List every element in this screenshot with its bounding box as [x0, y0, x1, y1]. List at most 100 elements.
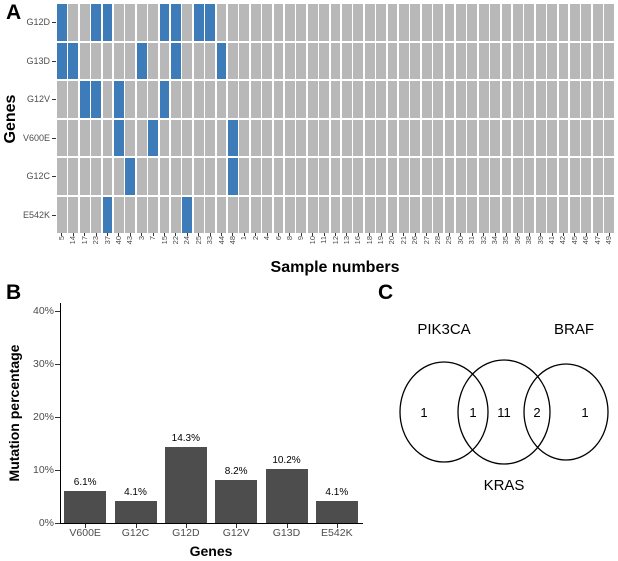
sample-column-label: 22 — [170, 236, 180, 245]
oncoprint-tile — [91, 4, 102, 41]
bar-chart-y-tick-label: 10% — [32, 464, 54, 476]
sample-column-label: 31 — [467, 236, 477, 245]
x-axis-tick — [141, 233, 143, 236]
oncoprint-tile — [205, 119, 216, 156]
bar-chart-x-tick — [286, 524, 288, 528]
oncoprint-tile — [592, 119, 603, 156]
x-axis-tick — [505, 233, 507, 236]
gene-row-label: V600E — [22, 132, 50, 143]
oncoprint-tile — [125, 196, 136, 233]
oncoprint-tile — [91, 42, 102, 79]
oncoprint-tile — [136, 119, 147, 156]
oncoprint-tile — [170, 81, 181, 118]
oncoprint-tile — [376, 119, 387, 156]
oncoprint-tile — [455, 196, 466, 233]
oncoprint-tile — [250, 158, 261, 195]
sample-column-label: 20 — [387, 236, 397, 245]
oncoprint-tile — [353, 42, 364, 79]
x-axis-tick — [72, 233, 74, 236]
oncoprint-tile — [376, 42, 387, 79]
oncoprint-tile — [227, 81, 238, 118]
oncoprint-tile — [182, 42, 193, 79]
sample-column-label: 43 — [125, 236, 135, 245]
oncoprint-tile — [79, 42, 90, 79]
oncoprint-tile — [512, 158, 523, 195]
oncoprint-tile — [421, 119, 432, 156]
x-axis-tick — [255, 233, 257, 236]
oncoprint-tile — [410, 196, 421, 233]
oncoprint-tile — [136, 196, 147, 233]
bar — [265, 468, 308, 523]
oncoprint-tile — [330, 196, 341, 233]
oncoprint-tile — [490, 119, 501, 156]
sample-column-label: 16 — [353, 236, 363, 245]
oncoprint-tile — [216, 119, 227, 156]
oncoprint-tile — [604, 4, 614, 41]
oncoprint-tile — [68, 4, 79, 41]
oncoprint-tile — [376, 196, 387, 233]
bar-category-label: E542K — [321, 527, 353, 539]
oncoprint-tile — [581, 119, 592, 156]
y-axis-tick — [52, 214, 56, 216]
x-axis-tick — [597, 233, 599, 236]
oncoprint-tile — [490, 81, 501, 118]
oncoprint-tile — [159, 196, 170, 233]
oncoprint-tile — [569, 119, 580, 156]
oncoprint-tile — [79, 4, 90, 41]
oncoprint-tile — [216, 42, 227, 79]
oncoprint-tile — [558, 119, 569, 156]
oncoprint-tile — [182, 81, 193, 118]
oncoprint-tile — [398, 119, 409, 156]
oncoprint-tile — [433, 158, 444, 195]
oncoprint-tile — [398, 158, 409, 195]
oncoprint-tile — [182, 196, 193, 233]
oncoprint-tile — [410, 4, 421, 41]
sample-column-label: 27 — [421, 236, 431, 245]
oncoprint-tile — [604, 42, 614, 79]
oncoprint-tile — [341, 196, 352, 233]
oncoprint-tile — [113, 119, 124, 156]
sample-column-label: 44 — [216, 236, 226, 245]
oncoprint-tile — [353, 158, 364, 195]
venn-set-label-pik3ca: PIK3CA — [417, 321, 470, 338]
bar-value-label: 4.1% — [124, 487, 147, 499]
panel-a-letter: A — [6, 1, 22, 24]
oncoprint-tile — [57, 119, 67, 156]
oncoprint-tile — [524, 119, 535, 156]
oncoprint-tile — [113, 42, 124, 79]
oncoprint-tile — [148, 158, 159, 195]
oncoprint-tile — [604, 119, 614, 156]
oncoprint-tile — [558, 4, 569, 41]
oncoprint-tile — [284, 4, 295, 41]
oncoprint-tile — [330, 81, 341, 118]
sample-column-label: 23 — [91, 236, 101, 245]
oncoprint-tile — [364, 196, 375, 233]
oncoprint-tile — [113, 196, 124, 233]
x-axis-tick — [585, 233, 587, 236]
oncoprint-tile — [444, 42, 455, 79]
oncoprint-tile — [79, 119, 90, 156]
sample-column-label: 4 — [262, 236, 272, 241]
oncoprint-tile — [341, 81, 352, 118]
oncoprint-tile — [398, 196, 409, 233]
x-axis-tick — [323, 233, 325, 236]
oncoprint-tile — [307, 119, 318, 156]
oncoprint-tile — [512, 42, 523, 79]
oncoprint-tile — [353, 196, 364, 233]
oncoprint-tile — [364, 119, 375, 156]
oncoprint-tile — [170, 4, 181, 41]
bar-chart-y-tick-label: 0% — [38, 517, 54, 529]
oncoprint-tile — [227, 158, 238, 195]
oncoprint-tile — [410, 81, 421, 118]
oncoprint-tile — [524, 81, 535, 118]
oncoprint-tile — [125, 81, 136, 118]
oncoprint-tile — [250, 81, 261, 118]
oncoprint-tile — [239, 42, 250, 79]
oncoprint-tile — [262, 42, 273, 79]
x-axis-tick — [608, 233, 610, 236]
venn-circle-braf — [523, 363, 609, 461]
oncoprint-tile — [170, 42, 181, 79]
oncoprint-tile — [444, 4, 455, 41]
oncoprint-tile — [284, 81, 295, 118]
venn-set-label-kras: KRAS — [484, 477, 525, 494]
